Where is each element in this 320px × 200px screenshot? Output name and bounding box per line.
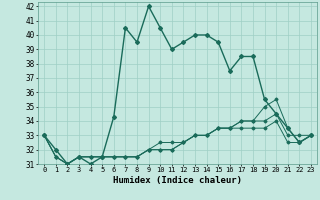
X-axis label: Humidex (Indice chaleur): Humidex (Indice chaleur) [113, 176, 242, 185]
